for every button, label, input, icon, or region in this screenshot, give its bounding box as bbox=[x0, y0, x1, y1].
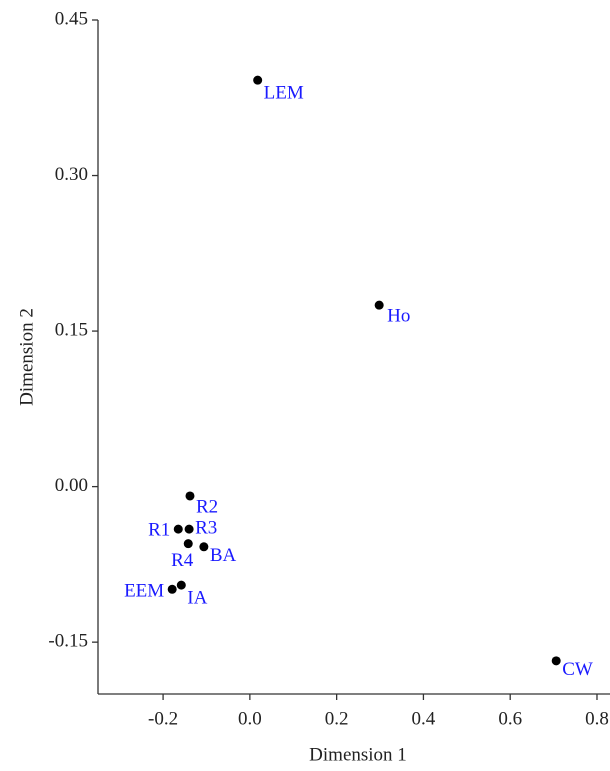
point bbox=[551, 656, 561, 666]
y-tick-label: 0.15 bbox=[55, 319, 88, 340]
point-label: LEM bbox=[264, 83, 304, 104]
y-tick-label: 0.00 bbox=[55, 475, 88, 496]
point-label: R1 bbox=[148, 519, 170, 540]
point bbox=[199, 542, 209, 552]
x-tick-label: 0.4 bbox=[412, 708, 436, 729]
point-label: Ho bbox=[387, 306, 410, 327]
y-tick-label: 0.45 bbox=[55, 8, 88, 29]
y-axis-title: Dimension 2 bbox=[16, 308, 37, 406]
point bbox=[185, 491, 195, 501]
y-tick-label: -0.15 bbox=[48, 631, 88, 652]
x-tick-label: 0.6 bbox=[498, 708, 522, 729]
point-label: R3 bbox=[195, 517, 217, 538]
point bbox=[176, 580, 186, 590]
point bbox=[184, 524, 194, 534]
point-label: R4 bbox=[171, 550, 194, 571]
x-axis-title: Dimension 1 bbox=[309, 744, 407, 765]
x-tick-label: 0.0 bbox=[238, 708, 262, 729]
point bbox=[374, 300, 384, 310]
point-label: CW bbox=[562, 659, 593, 680]
point bbox=[253, 75, 263, 85]
y-tick-label: 0.30 bbox=[55, 164, 88, 185]
x-tick-label: -0.2 bbox=[148, 708, 178, 729]
point bbox=[167, 584, 177, 594]
point bbox=[183, 539, 193, 549]
point-label: EEM bbox=[124, 581, 164, 602]
point-label: R2 bbox=[196, 496, 218, 517]
x-tick-label: 0.2 bbox=[325, 708, 349, 729]
point-label: IA bbox=[187, 587, 207, 608]
point bbox=[173, 524, 183, 534]
point-label: BA bbox=[210, 545, 237, 566]
x-tick-label: 0.8 bbox=[585, 708, 609, 729]
